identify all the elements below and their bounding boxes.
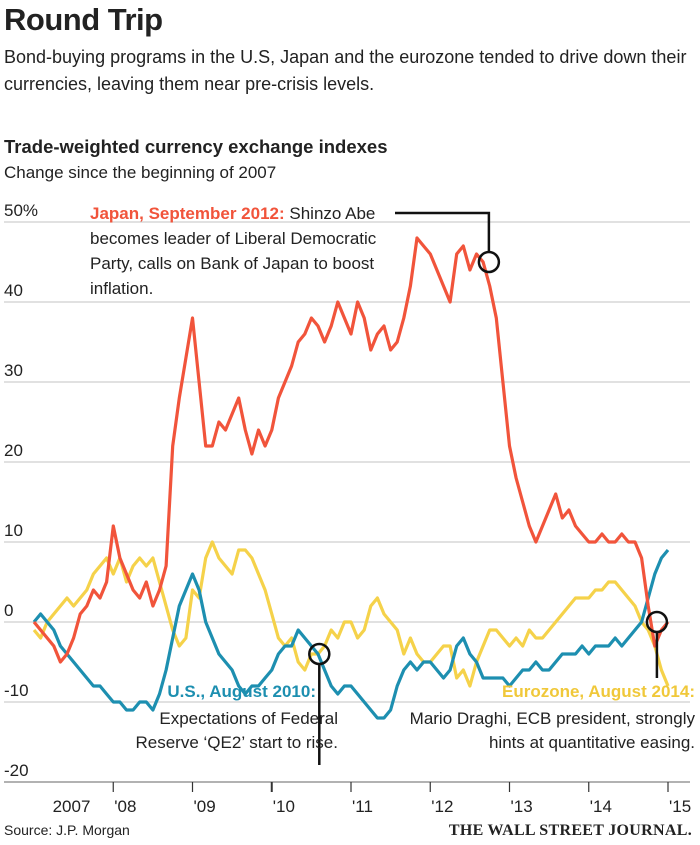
publisher-logo: THE WALL STREET JOURNAL. (448, 822, 692, 839)
x-tick-label: 2007 (53, 797, 91, 816)
annotation-leader (395, 211, 491, 252)
series-line-us (32, 548, 670, 720)
annotation-japan-text: becomes leader of Liberal Democratic (90, 229, 377, 248)
y-tick-label: 0 (4, 601, 13, 620)
y-tick-label: 10 (4, 521, 23, 540)
x-tick-label: '10 (273, 797, 295, 816)
x-tick-label: '15 (669, 797, 691, 816)
annotation-marker (477, 250, 501, 274)
x-tick-label: '12 (431, 797, 453, 816)
annotation-eurozone-label: Eurozone, August 2014: (502, 682, 695, 701)
chart-subtitle: Bond-buying programs in the U.S, Japan a… (4, 47, 687, 94)
annotation-japan-label: Japan, September 2012: Shinzo Abe (90, 204, 375, 223)
annotation-eurozone-text: Mario Draghi, ECB president, strongly (410, 709, 696, 728)
y-tick-label: 40 (4, 281, 23, 300)
annotation-marker (645, 610, 669, 634)
x-tick-label: '13 (511, 797, 533, 816)
annotation-marker (308, 642, 331, 666)
x-tick-label: '09 (194, 797, 216, 816)
annotation-us-label: U.S., August 2010: (167, 682, 316, 701)
x-tick-label: '14 (590, 797, 612, 816)
annotation-eurozone-text: hints at quantitative easing. (489, 733, 695, 752)
series-line-japan (32, 236, 670, 664)
source-note: Source: J.P. Morgan (4, 822, 130, 838)
annotation-japan-text: Party, calls on Bank of Japan to boost (90, 254, 374, 273)
annotation-us-text: Expectations of Federal (159, 709, 338, 728)
series-line-eurozone (32, 540, 670, 688)
y-tick-label: -10 (4, 681, 29, 700)
annotation-japan-text: inflation. (90, 279, 153, 298)
chart-title: Trade-weighted currency exchange indexes (4, 136, 388, 157)
y-tick-label: 30 (4, 361, 23, 380)
chart-subtitle-change: Change since the beginning of 2007 (4, 163, 277, 182)
x-tick-label: '11 (352, 797, 373, 816)
y-tick-label: 50% (4, 201, 38, 220)
x-tick-label: '08 (114, 797, 136, 816)
chart-title-main: Round Trip (4, 2, 163, 37)
annotation-us-text: Reserve ‘QE2’ start to rise. (136, 733, 339, 752)
y-tick-label: -20 (4, 761, 29, 780)
y-tick-label: 20 (4, 441, 23, 460)
